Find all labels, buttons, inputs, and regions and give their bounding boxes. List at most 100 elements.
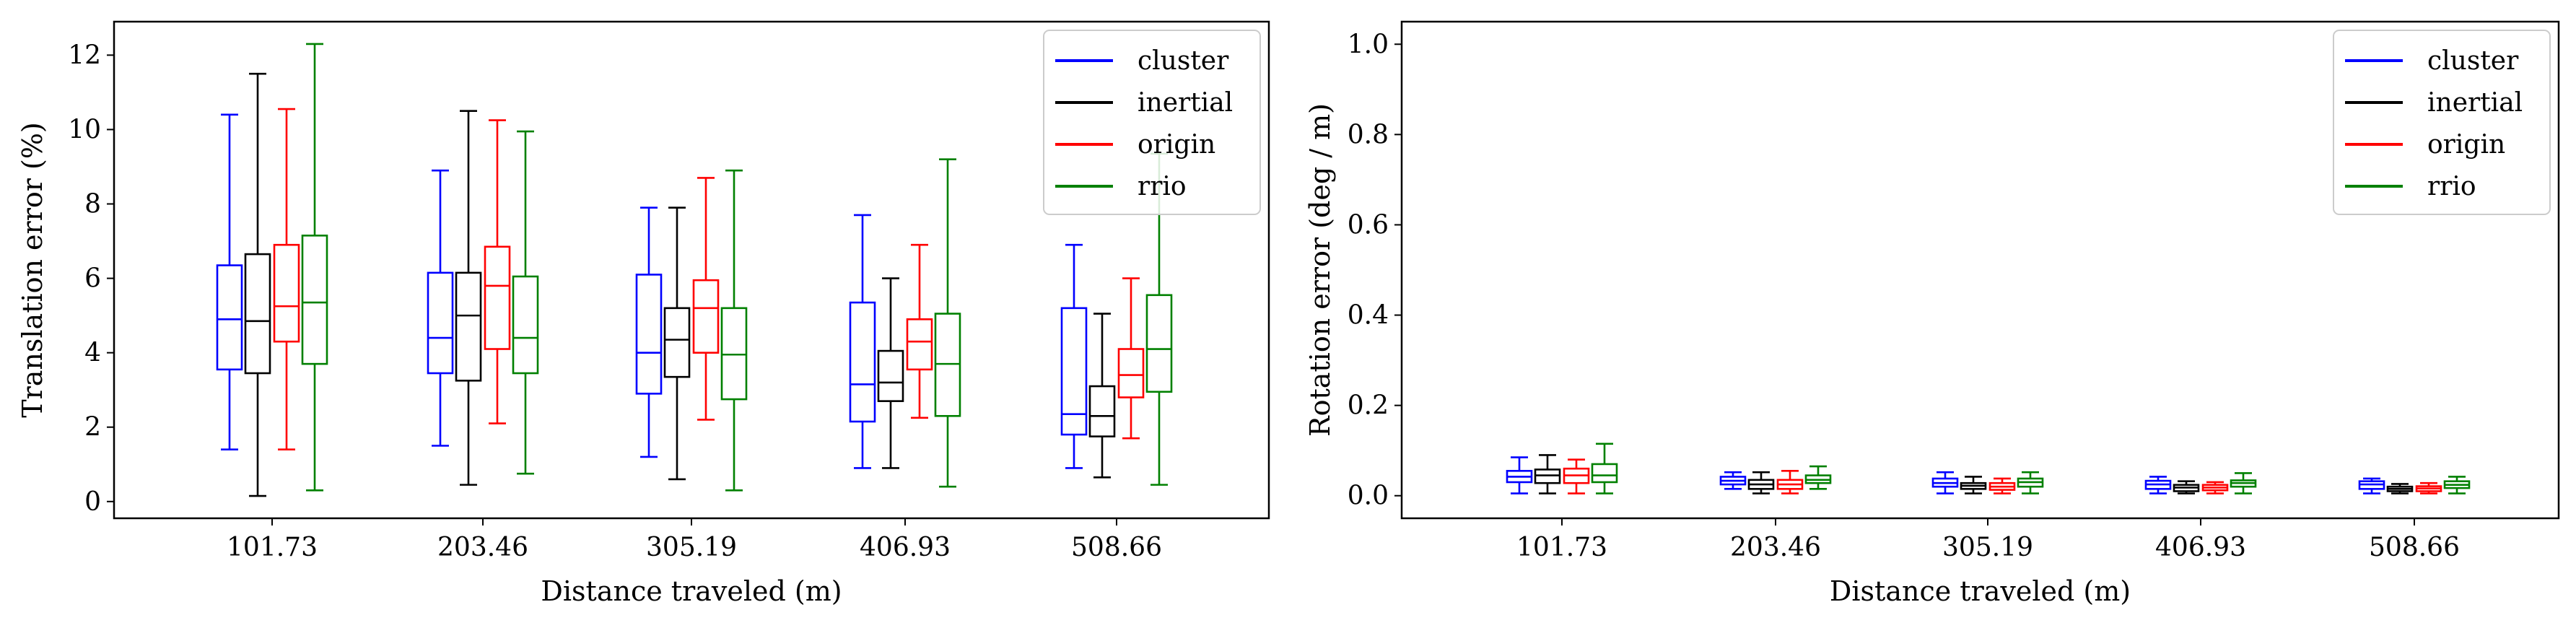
box-inertial-1	[244, 72, 271, 497]
legend-label-inertial: inertial	[1138, 88, 1233, 118]
box-body	[455, 271, 482, 382]
box-origin-2	[1776, 470, 1804, 494]
box-cluster-3	[1931, 471, 1959, 494]
x-tick-label: 508.66	[2369, 533, 2460, 562]
box-inertial-3	[663, 206, 691, 481]
box-cluster-3	[635, 206, 663, 458]
y-tick-label: 8	[84, 190, 101, 219]
x-tick-label: 101.73	[1516, 533, 1607, 562]
box-origin-1	[273, 108, 300, 450]
axes-frame	[1400, 20, 2560, 520]
box-origin-2	[484, 119, 511, 424]
box-cluster-5	[2358, 477, 2385, 494]
y-tick-label: 2	[84, 413, 101, 442]
y-tick-label: 10	[68, 115, 101, 144]
box-rrio-4	[934, 158, 961, 488]
box-inertial-4	[877, 277, 904, 469]
box-rrio-2	[512, 130, 539, 475]
y-tick-label: 0.0	[1348, 481, 1389, 511]
axes-frame	[113, 20, 1270, 520]
box-body	[635, 274, 663, 395]
box-body	[692, 279, 720, 354]
series-cluster	[1506, 456, 2385, 494]
legend-frame	[1043, 30, 1261, 215]
box-rrio-4	[2230, 472, 2257, 494]
y-axis-label: Rotation error (deg / m)	[1304, 103, 1336, 437]
x-axis-label: Distance traveled (m)	[1830, 575, 2131, 607]
box-inertial-2	[455, 110, 482, 486]
box-rrio-1	[1591, 442, 1618, 494]
box-body	[244, 253, 271, 375]
box-cluster-2	[427, 169, 454, 447]
box-body	[1145, 294, 1173, 393]
box-origin-1	[1563, 458, 1590, 494]
box-body	[484, 245, 511, 350]
x-tick-label: 508.66	[1071, 533, 1162, 562]
box-inertial-4	[2173, 480, 2200, 494]
x-tick-label: 203.46	[1730, 533, 1821, 562]
box-cluster-5	[1060, 243, 1088, 469]
box-body	[273, 243, 300, 343]
legend-label-origin: origin	[2427, 130, 2505, 160]
x-tick-label: 101.73	[227, 533, 318, 562]
box-cluster-2	[1719, 471, 1747, 490]
x-tick-label: 203.46	[437, 533, 528, 562]
series-origin	[273, 108, 1145, 450]
x-tick-label: 305.19	[1942, 533, 2033, 562]
y-tick-label: 0	[84, 487, 101, 517]
y-tick-label: 0.4	[1348, 301, 1389, 331]
box-origin-4	[906, 243, 933, 419]
legend-label-origin: origin	[1138, 130, 1215, 160]
box-body	[877, 349, 904, 402]
box-body	[1591, 463, 1618, 484]
y-axis-label: Translation error (%)	[17, 122, 48, 418]
y-tick-label: 1.0	[1348, 30, 1389, 59]
x-tick-label: 406.93	[860, 533, 951, 562]
x-tick-label: 406.93	[2155, 533, 2246, 562]
chart-panel-2: 0.0 0.2 0.4 0.6 0.8 1.0 101.73 203.46 305.19 406.…	[1304, 20, 2560, 607]
box-inertial-2	[1747, 471, 1775, 494]
box-cluster-1	[1506, 456, 1533, 494]
box-origin-3	[1988, 477, 2016, 494]
box-rrio-3	[720, 169, 748, 492]
series-cluster	[216, 113, 1088, 469]
box-body	[1117, 348, 1145, 398]
box-body	[512, 275, 539, 375]
series-inertial	[244, 72, 1116, 497]
y-tick-label: 12	[68, 40, 101, 70]
box-origin-3	[692, 177, 720, 421]
legend-label-rrio: rrio	[1138, 172, 1187, 201]
box-origin-5	[2415, 481, 2442, 494]
y-tick-label: 0.6	[1348, 210, 1389, 240]
legend-label-cluster: cluster	[1138, 46, 1229, 76]
x-tick-label: 305.19	[646, 533, 737, 562]
box-cluster-4	[849, 214, 876, 469]
box-body	[1088, 385, 1116, 437]
y-tick-label: 0.8	[1348, 120, 1389, 149]
legend-label-inertial: inertial	[2427, 88, 2523, 118]
box-body	[906, 318, 933, 371]
box-origin-4	[2201, 481, 2229, 494]
box-body	[216, 264, 243, 371]
box-inertial-5	[2386, 483, 2414, 494]
box-inertial-5	[1088, 313, 1116, 479]
y-tick-label: 4	[84, 339, 101, 368]
box-body	[849, 301, 876, 423]
box-inertial-3	[1960, 476, 1987, 494]
box-rrio-3	[2017, 471, 2044, 494]
legend-frame	[2333, 30, 2551, 215]
box-body	[663, 307, 691, 378]
box-rrio-5	[2443, 476, 2471, 494]
box-inertial-1	[1534, 454, 1561, 494]
legend: cluster inertial origin rrio	[2333, 30, 2551, 215]
box-body	[1060, 307, 1088, 436]
x-axis-label: Distance traveled (m)	[541, 575, 842, 607]
box-body	[427, 271, 454, 375]
box-cluster-4	[2144, 476, 2172, 494]
series-inertial	[1534, 454, 2414, 494]
box-rrio-1	[301, 43, 328, 492]
series-origin	[1563, 458, 2442, 494]
legend: cluster inertial origin rrio	[1043, 30, 1261, 215]
chart-panel-1: 0 2 4 6 8 10 12 101.73 203.46 305.19 406.93 508.66 D…	[17, 20, 1270, 607]
